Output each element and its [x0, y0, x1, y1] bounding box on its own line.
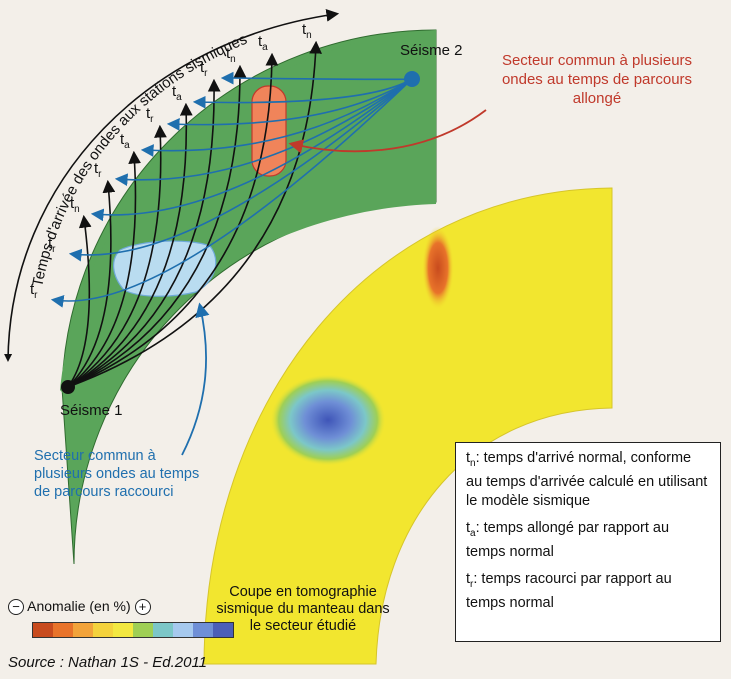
green-sector-fill: [60, 30, 436, 424]
anomaly-scale-title: − Anomalie (en %) +: [8, 598, 151, 616]
scale-swatch: [153, 623, 173, 637]
minus-icon: −: [8, 599, 24, 616]
legend-tr: tr: temps racourci par rapport au temps …: [466, 570, 672, 611]
seisme2-label: Séisme 2: [400, 42, 463, 59]
legend-box: tn: temps d'arrivé normal, conforme au t…: [455, 442, 721, 642]
anomaly-color-scale: [32, 622, 234, 638]
blue-rays: [50, 71, 413, 308]
legend-ta: ta: temps allongé par rapport au temps n…: [466, 519, 670, 560]
note-lengthened: Secteur commun à plusieurs ondes au temp…: [501, 52, 693, 107]
station-label: tn: [70, 195, 80, 215]
seismic-ray-black: [67, 150, 142, 388]
seisme1-label: Séisme 1: [60, 402, 123, 419]
note-shortened: Secteur commun à plusieurs ondes au temp…: [34, 448, 200, 500]
seismic-ray-blue: [114, 78, 413, 187]
station-label: tn: [226, 45, 236, 65]
station-label: tr: [48, 235, 56, 255]
scale-swatch: [33, 623, 53, 637]
scale-swatch: [73, 623, 93, 637]
seismic-ray-black: [67, 40, 323, 388]
station-label: tr: [146, 105, 154, 125]
seismic-ray-black: [67, 124, 167, 388]
source-credit: Source : Nathan 1S - Ed.2011: [8, 654, 208, 671]
seismic-ray-blue: [50, 78, 413, 308]
station-label: ta: [120, 131, 130, 151]
station-label: ta: [258, 33, 268, 53]
seismic-ray-blue: [192, 78, 413, 109]
seismic-ray-blue: [166, 78, 413, 131]
scale-swatch: [213, 623, 233, 637]
scale-swatch: [93, 623, 113, 637]
station-label: ta: [172, 83, 182, 103]
time-axis-arc: [7, 8, 340, 361]
seismic-ray-blue: [140, 78, 413, 157]
scale-swatch: [133, 623, 153, 637]
seismic-ray-black: [67, 214, 92, 388]
scale-swatch: [193, 623, 213, 637]
red-anomaly: [422, 226, 454, 310]
station-label: tr: [94, 160, 102, 180]
seismic-ray-blue: [68, 78, 413, 262]
seisme2-dot: [404, 71, 420, 87]
seismic-ray-black: [67, 64, 247, 388]
seismic-ray-black: [67, 179, 116, 388]
scale-swatch: [53, 623, 73, 637]
anomaly-title-text: Anomalie (en %): [27, 598, 131, 614]
tomography-caption: Coupe en tomographie sismique du manteau…: [216, 584, 390, 634]
plus-icon: +: [134, 599, 151, 616]
station-label: tn: [302, 21, 312, 41]
blue-anomaly: [270, 374, 386, 466]
blue-pointer-arrow: [181, 302, 210, 456]
legend-tn: tn: temps d'arrivé normal, conforme au t…: [466, 450, 708, 509]
station-label: tr: [200, 59, 208, 79]
seisme1-dot: [61, 380, 75, 394]
seismic-ray-black: [67, 52, 279, 388]
seismic-ray-blue: [90, 78, 413, 222]
orange-zone: [251, 85, 287, 177]
scale-swatch: [113, 623, 133, 637]
seismic-ray-black: [67, 102, 193, 388]
scale-swatch: [173, 623, 193, 637]
seismic-ray-black: [67, 78, 221, 388]
red-pointer-arrow: [288, 109, 487, 154]
station-label: tr: [30, 281, 38, 301]
black-rays: [67, 40, 323, 388]
